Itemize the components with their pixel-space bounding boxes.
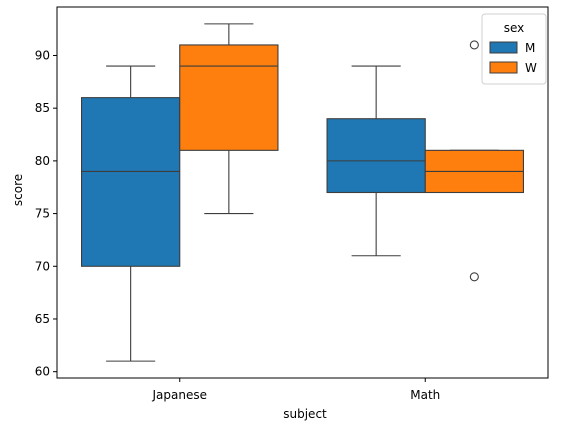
box-w-japanese	[179, 44, 279, 151]
y-axis-label: score	[11, 174, 25, 206]
legend-swatch-m	[489, 41, 518, 54]
y-tick-label: 70	[35, 259, 50, 273]
legend-title: sex	[504, 21, 525, 35]
y-tick-label: 65	[35, 312, 50, 326]
box-m-math	[326, 118, 426, 194]
legend-label-m: M	[525, 41, 535, 55]
y-tick-label: 60	[35, 365, 50, 379]
legend-label-w: W	[525, 61, 537, 75]
outlier-w-math	[469, 272, 479, 282]
y-tick-label: 75	[35, 207, 50, 221]
outlier-w-math	[469, 40, 479, 50]
y-tick-label: 90	[35, 48, 50, 62]
plot-frame	[56, 6, 549, 379]
x-tick-label: Math	[410, 388, 440, 402]
y-tick-label: 85	[35, 101, 50, 115]
y-tick-label: 80	[35, 154, 50, 168]
x-tick-label: Japanese	[152, 388, 208, 402]
x-axis-label: subject	[283, 407, 327, 421]
legend-swatch-w	[489, 61, 518, 74]
box-m-japanese	[81, 97, 181, 267]
